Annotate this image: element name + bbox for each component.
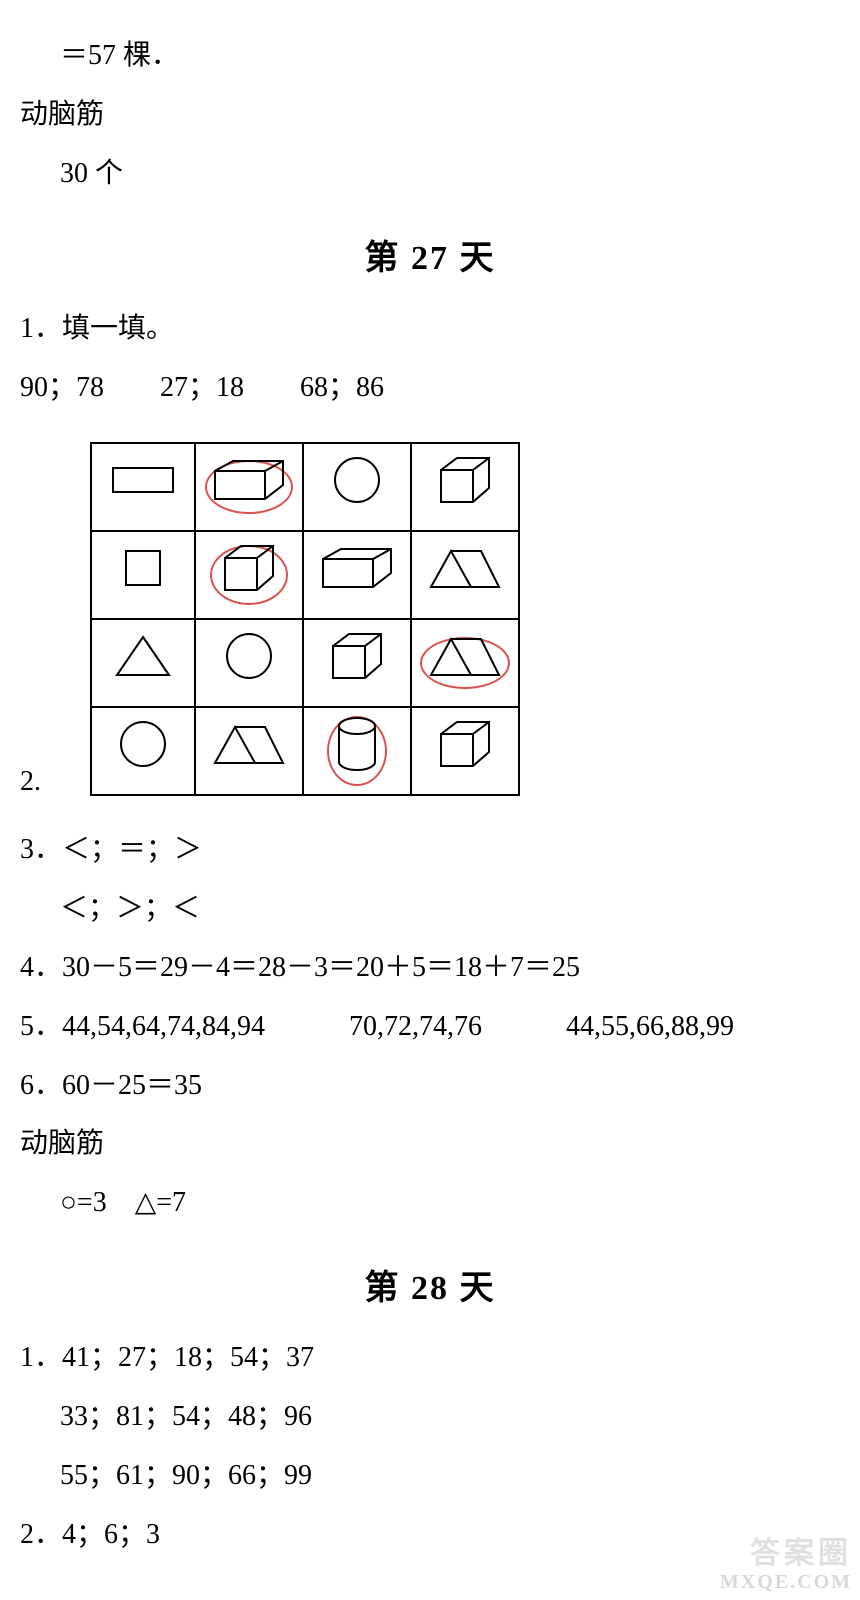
shape-cell: [195, 531, 303, 619]
shape-cell: [91, 531, 195, 619]
day27-q6: 6．60－25＝35: [20, 1064, 840, 1109]
day27-q1-label: 1．填一填。: [20, 307, 840, 352]
day27-q1-values: 90；78 27；18 68；86: [20, 366, 840, 411]
shape-cell: [195, 619, 303, 707]
day27-q5: 5．44,54,64,74,84,94 70,72,74,76 44,55,66…: [20, 1005, 840, 1050]
day27-brain-answer: ○=3 △=7: [20, 1181, 840, 1226]
shape-cell: [303, 707, 411, 795]
day27-shape-table: [90, 442, 520, 796]
prev-brain-answer: 30 个: [20, 152, 840, 197]
shape-cell: [91, 619, 195, 707]
day28-q1-row3: 55；61；90；66；99: [20, 1454, 840, 1499]
shape-cell: [411, 619, 519, 707]
shape-cell: [195, 443, 303, 531]
day28-title: 第 28 天: [20, 1262, 840, 1316]
day28-q1-row2: 33；81；54；48；96: [20, 1395, 840, 1440]
prev-brain-label: 动脑筋: [20, 93, 840, 138]
prev-line-1: ＝57 棵．: [20, 34, 840, 79]
shape-cell: [303, 619, 411, 707]
day27-q3-line1: 3．＜；＝；＞: [20, 828, 840, 873]
shape-cell: [195, 707, 303, 795]
watermark-line2: MXQE.COM: [720, 1571, 852, 1594]
day28-q2: 2．4；6；3: [20, 1513, 840, 1558]
shape-cell: [91, 707, 195, 795]
shape-cell: [91, 443, 195, 531]
day28-q1-row1: 1．41；27；18；54；37: [20, 1336, 840, 1381]
day27-q3-line2: ＜；＞；＜: [20, 887, 840, 932]
shape-cell: [411, 443, 519, 531]
shape-cell: [411, 531, 519, 619]
shape-cell: [303, 531, 411, 619]
shape-cell: [411, 707, 519, 795]
day27-brain-label: 动脑筋: [20, 1122, 840, 1167]
day27-q2-label: 2.: [20, 760, 60, 805]
day27-q4: 4．30－5＝29－4＝28－3＝20＋5＝18＋7＝25: [20, 946, 840, 991]
shape-cell: [303, 443, 411, 531]
day27-title: 第 27 天: [20, 232, 840, 286]
